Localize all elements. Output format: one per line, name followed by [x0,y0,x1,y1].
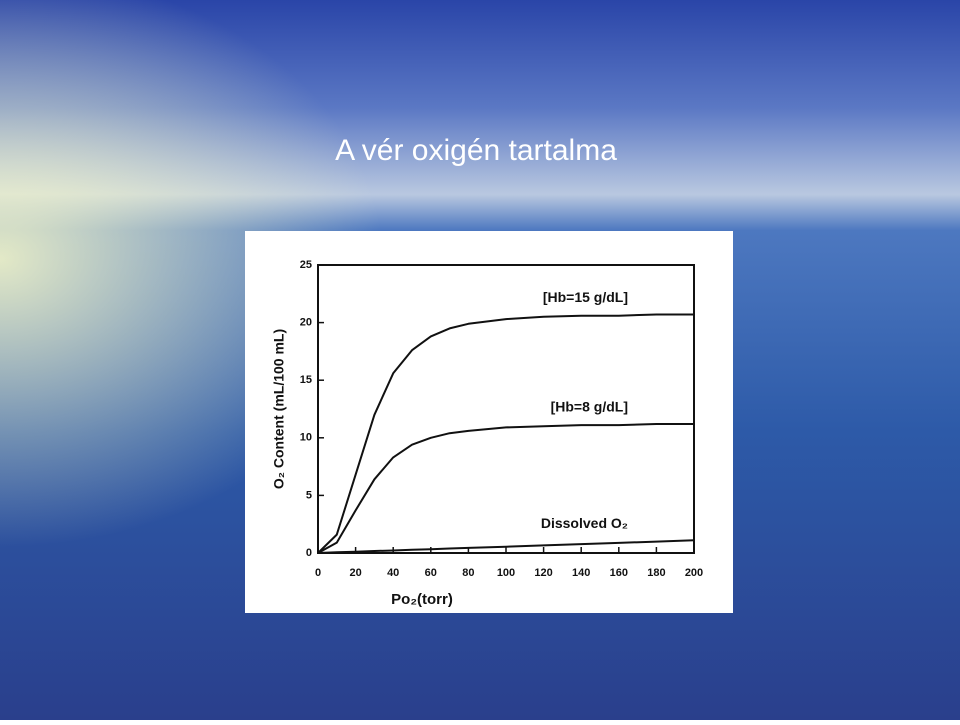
y-tick-label: 15 [300,374,312,386]
y-tick-label: 5 [306,489,312,501]
y-tick-label: 25 [300,259,312,271]
data-line [317,423,694,554]
data-line [317,539,695,554]
y-tick-label: 20 [300,317,312,329]
slide-title: A vér oxigén tartalma [335,134,617,167]
series-label: [Hb=8 g/dL] [551,399,628,415]
x-tick-label: 160 [610,567,628,579]
data-line [317,313,694,554]
x-tick-label: 200 [685,567,703,579]
x-tick-label: 20 [349,567,361,579]
x-tick-label: 60 [425,567,437,579]
x-tick-label: 40 [387,567,399,579]
y-tick-label: 10 [300,432,312,444]
x-tick-label: 120 [534,567,552,579]
series-label: Dissolved O₂ [541,515,628,531]
x-tick-label: 100 [497,567,515,579]
x-tick-label: 140 [572,567,590,579]
x-axis-label: Po₂(torr) [391,591,453,608]
x-tick-label: 80 [462,567,474,579]
series-label: [Hb=15 g/dL] [543,289,628,305]
x-tick-label: 180 [647,567,665,579]
y-tick-label: 0 [306,547,312,559]
y-axis-label: O₂ Content (mL/100 mL) [271,329,287,489]
x-tick-label: 0 [315,567,321,579]
